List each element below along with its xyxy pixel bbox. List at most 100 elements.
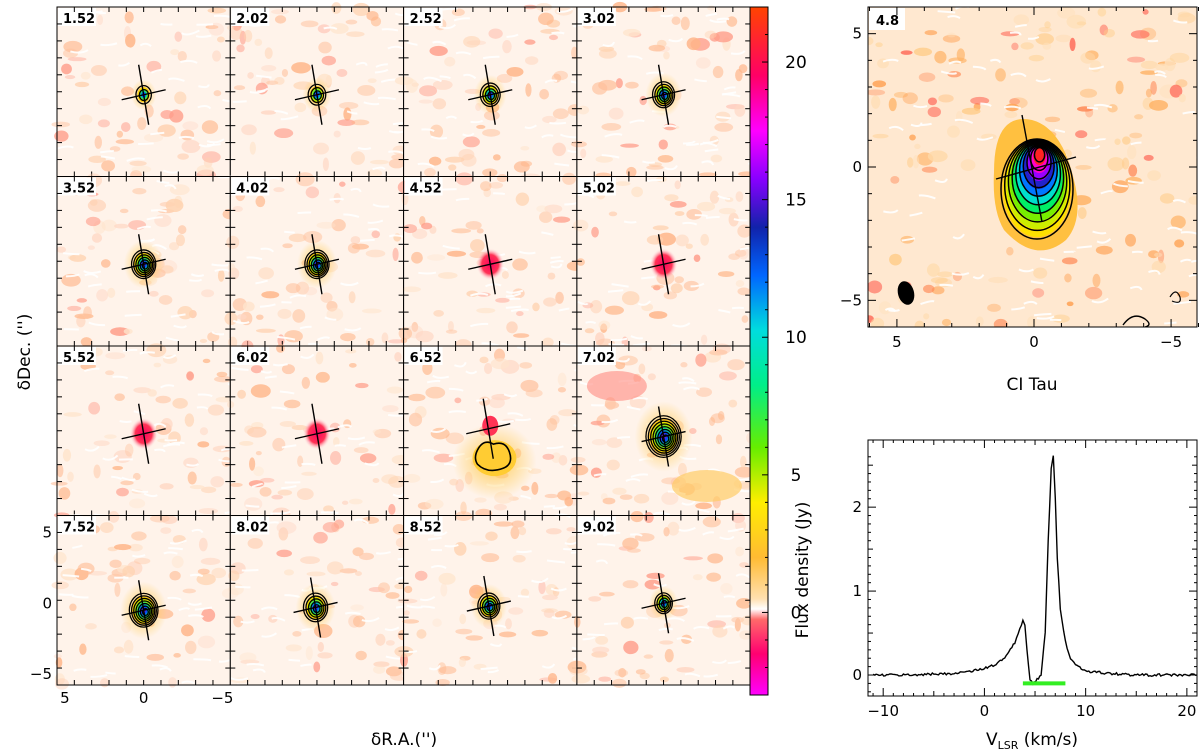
channel-panel: 3.02 [570, 1, 765, 180]
noise-squiggle [168, 547, 184, 551]
noise-squiggle [126, 290, 141, 293]
noise-blob [511, 520, 525, 528]
noise-squiggle [377, 96, 396, 101]
noise-blob [345, 19, 358, 25]
noise-blob [501, 271, 509, 279]
noise-squiggle [197, 393, 213, 398]
noise-squiggle [307, 342, 320, 346]
noise-blob [643, 654, 654, 659]
noise-blob [170, 49, 180, 56]
noise-squiggle [448, 387, 464, 392]
noise-squiggle [658, 627, 674, 632]
noise-blob [900, 50, 913, 55]
noise-blob [120, 480, 134, 486]
noise-blob [372, 429, 381, 435]
noise-blob [1134, 114, 1144, 120]
noise-squiggle [301, 462, 316, 466]
ci-intensity-contour [1007, 140, 1068, 223]
noise-blob [124, 11, 134, 24]
noise-squiggle [625, 478, 641, 482]
noise-squiggle [357, 146, 372, 151]
noise-squiggle [146, 216, 163, 221]
noise-squiggle [733, 218, 748, 222]
noise-blob [667, 521, 680, 536]
noise-blob [448, 164, 457, 171]
noise-squiggle [1036, 315, 1055, 320]
noise-blob [1127, 56, 1146, 63]
noise-squiggle [546, 559, 566, 564]
noise-squiggle [703, 673, 719, 678]
noise-blob [592, 646, 610, 654]
noise-blob [671, 16, 681, 25]
noise-squiggle [170, 313, 186, 318]
intensity-contour [133, 597, 156, 624]
noise-blob [1169, 52, 1190, 63]
noise-blob [352, 243, 369, 250]
noise-blob [346, 31, 365, 37]
noise-squiggle [951, 272, 970, 276]
noise-blob [386, 386, 404, 394]
noise-blob [644, 579, 661, 590]
noise-blob [276, 344, 285, 353]
noise-squiggle [70, 49, 89, 54]
disk-major-axis [468, 258, 513, 270]
channel-velocity-label: 2.52 [410, 12, 442, 27]
noise-blob [237, 389, 246, 399]
noise-blob [331, 2, 342, 14]
noise-squiggle [603, 622, 619, 626]
noise-blob [67, 57, 87, 62]
noise-blob [1164, 57, 1176, 72]
noise-blob [122, 565, 136, 578]
noise-squiggle [299, 325, 312, 330]
noise-squiggle [704, 148, 719, 153]
noise-blob [1140, 70, 1158, 75]
ci-label-box [869, 8, 905, 30]
noise-blob [63, 412, 82, 417]
noise-blob [481, 553, 500, 563]
noise-blob [339, 102, 359, 110]
noise-squiggle [1003, 105, 1022, 110]
noise-blob [608, 107, 624, 120]
noise-blob [868, 37, 874, 46]
noise-blob [337, 119, 356, 126]
noise-blob [538, 12, 554, 26]
noise-blob [541, 608, 558, 613]
noise-blob [646, 235, 664, 245]
noise-blob [438, 572, 456, 585]
noise-blob [623, 640, 639, 655]
noise-blob [207, 404, 225, 416]
intensity-contour [645, 415, 682, 458]
noise-squiggle [516, 550, 532, 554]
noise-blob [74, 81, 90, 88]
noise-blob [639, 95, 647, 106]
noise-squiggle [1010, 72, 1027, 78]
noise-blob [459, 613, 467, 625]
noise-squiggle [160, 23, 173, 26]
noise-blob [614, 669, 629, 677]
grid-x-tick-label: 5 [60, 689, 70, 707]
noise-blob [612, 678, 627, 688]
noise-blob [326, 561, 344, 575]
noise-blob [343, 107, 352, 121]
noise-blob [506, 321, 518, 334]
noise-blob [1092, 273, 1101, 288]
noise-blob [518, 526, 527, 536]
noise-blob [519, 362, 533, 369]
noise-blob [197, 635, 216, 649]
noise-squiggle [206, 143, 221, 147]
noise-blob [247, 537, 263, 549]
noise-squiggle [921, 122, 932, 127]
noise-blob [1128, 164, 1138, 177]
noise-blob [547, 672, 558, 684]
noise-squiggle [510, 308, 529, 312]
noise-blob [398, 327, 413, 340]
channel-panel: 8.52 [394, 511, 589, 687]
noise-blob [875, 42, 883, 48]
noise-blob [1170, 215, 1186, 229]
channel-label-box [404, 177, 443, 196]
noise-squiggle [181, 29, 200, 36]
noise-blob [938, 94, 954, 103]
noise-squiggle [642, 160, 656, 164]
disk-major-axis [294, 89, 340, 101]
noise-blob [212, 50, 222, 62]
